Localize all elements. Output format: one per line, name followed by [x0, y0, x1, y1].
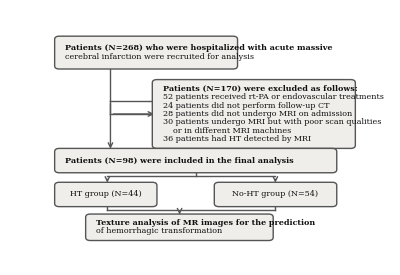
- Text: No-HT group (N=54): No-HT group (N=54): [232, 191, 318, 199]
- Text: Texture analysis of MR images for the prediction: Texture analysis of MR images for the pr…: [96, 219, 315, 227]
- Text: 30 patients undergo MRI but with poor scan qualities: 30 patients undergo MRI but with poor sc…: [162, 119, 381, 126]
- Text: of hemorrhagic transformation: of hemorrhagic transformation: [96, 227, 222, 235]
- FancyBboxPatch shape: [55, 148, 337, 173]
- Text: 24 patients did not perform follow-up CT: 24 patients did not perform follow-up CT: [162, 101, 329, 109]
- FancyBboxPatch shape: [152, 79, 355, 148]
- Text: 52 patients received rt-PA or endovascular treatments: 52 patients received rt-PA or endovascul…: [162, 93, 384, 101]
- FancyBboxPatch shape: [55, 182, 157, 207]
- Text: Patients (N=98) were included in the final analysis: Patients (N=98) were included in the fin…: [65, 156, 294, 164]
- FancyBboxPatch shape: [55, 36, 238, 69]
- Text: HT group (N=44): HT group (N=44): [70, 191, 142, 199]
- Text: Patients (N=268) who were hospitalized with acute massive: Patients (N=268) who were hospitalized w…: [65, 44, 332, 52]
- Text: 36 patients had HT detected by MRI: 36 patients had HT detected by MRI: [162, 135, 311, 143]
- FancyBboxPatch shape: [86, 214, 273, 241]
- Text: 28 patients did not undergo MRI on admission: 28 patients did not undergo MRI on admis…: [162, 110, 352, 118]
- Text: cerebral infarction were recruited for analysis: cerebral infarction were recruited for a…: [65, 53, 254, 61]
- FancyBboxPatch shape: [214, 182, 337, 207]
- Text: Patients (N=170) were excluded as follows:: Patients (N=170) were excluded as follow…: [162, 85, 357, 93]
- Text: or in different MRI machines: or in different MRI machines: [162, 127, 291, 135]
